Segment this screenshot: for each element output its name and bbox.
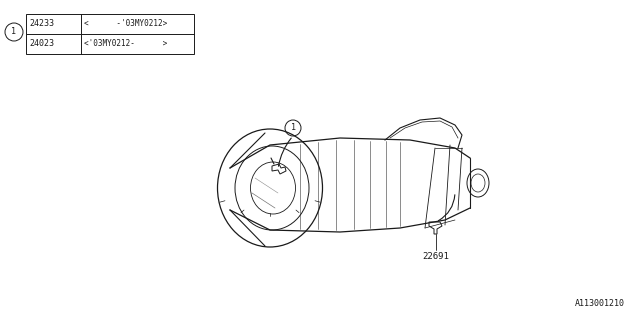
FancyArrowPatch shape xyxy=(278,138,291,166)
Bar xyxy=(26,14,194,54)
Text: 1: 1 xyxy=(291,124,296,132)
Text: 24233: 24233 xyxy=(29,20,54,28)
Text: <'03MY0212-      >: <'03MY0212- > xyxy=(84,39,167,49)
Text: 1: 1 xyxy=(12,28,17,36)
Text: 22691: 22691 xyxy=(422,252,449,261)
Text: A113001210: A113001210 xyxy=(575,299,625,308)
Text: 24023: 24023 xyxy=(29,39,54,49)
Text: <      -'03MY0212>: < -'03MY0212> xyxy=(84,20,167,28)
FancyArrowPatch shape xyxy=(438,195,455,221)
